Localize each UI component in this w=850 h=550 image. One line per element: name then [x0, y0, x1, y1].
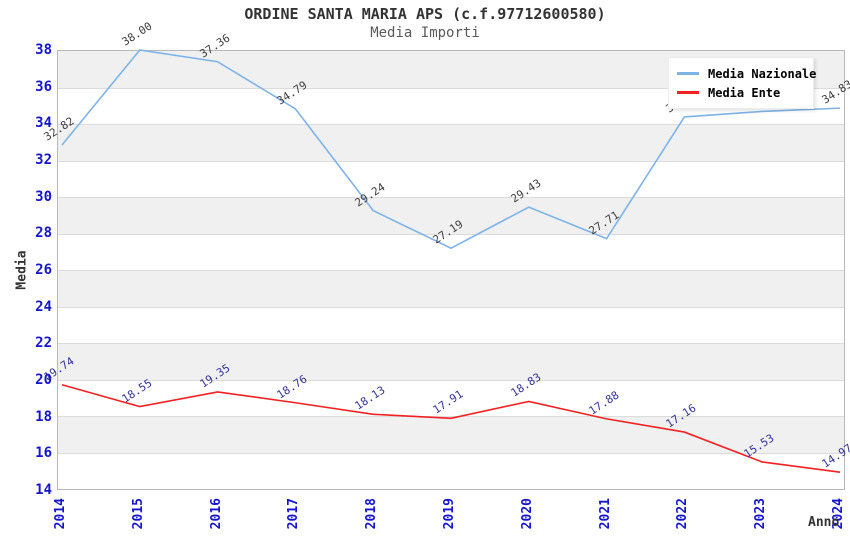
legend-dash-icon — [677, 72, 699, 75]
y-axis-title: Media — [14, 250, 30, 290]
gridline — [58, 124, 844, 125]
y-tick-label: 28 — [35, 225, 52, 242]
legend-item-nazionale: Media Nazionale — [677, 64, 817, 83]
legend: Media Nazionale Media Ente — [668, 57, 817, 109]
grid-band — [58, 233, 844, 270]
plot-area — [57, 50, 845, 490]
gridline — [58, 306, 844, 308]
chart-title: ORDINE SANTA MARIA APS (c.f.97712600580) — [244, 5, 606, 23]
y-tick-label: 14 — [35, 482, 52, 498]
legend-label: Media Ente — [708, 85, 781, 100]
legend-dash-icon — [677, 91, 699, 94]
legend-label: Media Nazionale — [708, 66, 817, 81]
gridline — [58, 197, 844, 198]
y-tick-label: 38 — [35, 42, 52, 58]
x-tick-label: 2018 — [364, 498, 380, 530]
y-tick-label: 24 — [35, 298, 52, 315]
gridline — [58, 270, 844, 271]
x-tick-label: 2015 — [130, 498, 146, 530]
chart-subtitle: Media Importi — [370, 25, 480, 41]
y-tick-label: 16 — [35, 445, 52, 462]
x-tick-label: 2022 — [675, 498, 691, 530]
grid-band — [58, 270, 844, 307]
x-tick-label: 2021 — [597, 498, 613, 530]
gridline — [58, 452, 844, 454]
x-tick-label: 2023 — [753, 498, 769, 530]
x-tick-label: 2016 — [208, 498, 224, 530]
x-tick-label: 2014 — [53, 498, 68, 530]
y-tick-label: 36 — [35, 78, 52, 95]
grid-band — [58, 160, 844, 197]
grid-band — [58, 306, 844, 343]
gridline — [58, 343, 844, 344]
y-tick-label: 26 — [35, 262, 52, 278]
gridline — [58, 416, 844, 417]
gridline — [58, 160, 844, 162]
grid-band — [58, 452, 844, 489]
y-tick-label: 30 — [35, 188, 52, 205]
y-tick-label: 32 — [35, 152, 52, 168]
gridline — [58, 379, 844, 381]
y-tick-label: 20 — [35, 372, 52, 388]
x-axis-title: Anno — [808, 515, 840, 530]
x-tick-label: 2017 — [286, 498, 302, 530]
grid-band — [58, 343, 844, 380]
x-tick-label: 2020 — [519, 498, 535, 530]
y-tick-label: 22 — [35, 335, 52, 352]
y-tick-label: 34 — [35, 115, 52, 132]
grid-band — [58, 416, 844, 453]
y-tick-label: 18 — [35, 408, 52, 425]
legend-item-ente: Media Ente — [677, 83, 813, 102]
grid-band — [58, 124, 844, 161]
x-tick-label: 2019 — [442, 498, 457, 530]
